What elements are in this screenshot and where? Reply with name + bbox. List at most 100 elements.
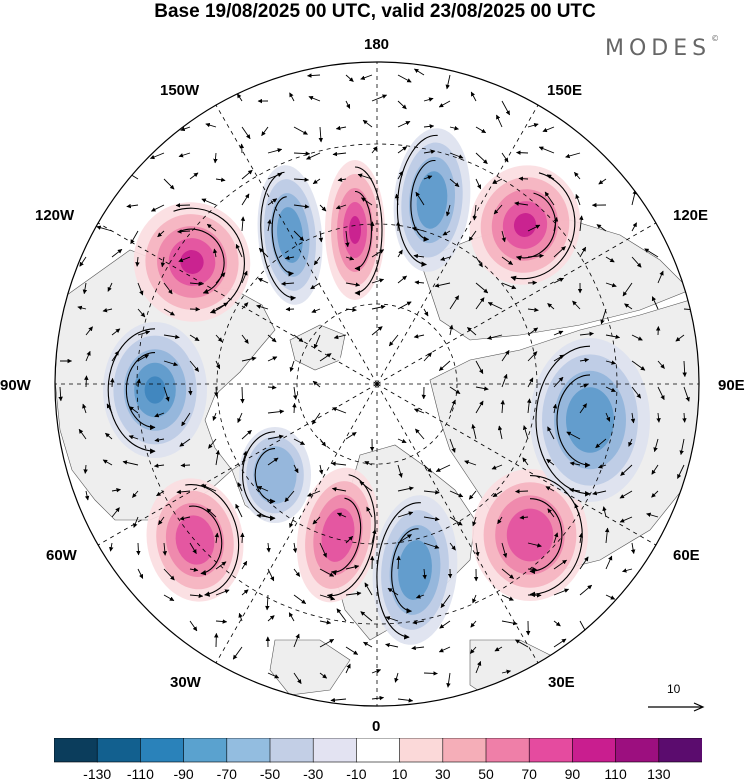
wind-vector: [122, 460, 139, 466]
wind-vector: [284, 255, 295, 261]
wind-vector: [501, 230, 506, 243]
wind-vector: [449, 438, 456, 453]
wind-vector: [212, 412, 217, 421]
wind-vector: [682, 360, 687, 378]
wind-vector: [553, 216, 559, 232]
wind-vector: [189, 360, 200, 372]
wind-vector: [677, 464, 685, 479]
wind-vector: [657, 360, 665, 369]
wind-vector: [267, 198, 278, 206]
wind-vector: [189, 334, 200, 342]
wind-vector: [413, 253, 425, 259]
colorbar-swatch: [615, 738, 660, 763]
wind-vector: [371, 278, 385, 284]
wind-vector: [319, 568, 335, 577]
wind-vector: [574, 503, 581, 518]
wind-vector: [267, 615, 275, 622]
wind-vector: [493, 204, 503, 215]
wind-vector: [630, 412, 636, 424]
wind-vector: [163, 308, 175, 316]
wind-vector: [154, 437, 165, 443]
wind-vector: [622, 282, 633, 297]
colorbar-swatch: [269, 738, 315, 763]
wind-vector: [267, 409, 285, 414]
wind-vector: [579, 556, 589, 570]
wind-vector: [111, 328, 121, 336]
wind-vector: [657, 386, 665, 401]
wind-vector: [157, 230, 165, 238]
wind-vector: [470, 620, 477, 628]
wind-vector: [605, 594, 616, 600]
wind-vector: [267, 148, 283, 154]
wind-vector: [397, 511, 414, 518]
wind-vector: [628, 438, 633, 447]
wind-vector: [574, 171, 581, 180]
wind-vector: [240, 386, 245, 404]
wind-vector: [526, 398, 532, 414]
wind-vector: [163, 568, 175, 581]
wind-vector: [267, 672, 280, 679]
wind-vector: [102, 307, 113, 313]
wind-vector: [522, 457, 529, 466]
wind-vector: [620, 464, 633, 476]
wind-vector: [651, 296, 659, 310]
wind-vector: [366, 506, 373, 518]
wind-vector: [312, 516, 321, 525]
wind-vector: [293, 204, 310, 209]
wind-vector: [624, 303, 633, 310]
wind-vector: [547, 426, 555, 440]
wind-vector: [397, 438, 407, 444]
wind-vector: [683, 386, 690, 402]
wind-vector: [579, 215, 584, 232]
wind-vector: [85, 350, 91, 362]
wind-vector: [656, 412, 661, 423]
wind-vector: [475, 178, 482, 190]
wind-vector: [527, 123, 539, 128]
wind-vector: [137, 568, 144, 579]
lon-label-150e: 150E: [547, 82, 583, 99]
wind-vector: [293, 151, 311, 156]
wind-vector: [514, 201, 529, 206]
wind-vector: [396, 555, 401, 570]
wind-vector: [423, 124, 435, 129]
wind-vector: [423, 97, 434, 102]
wind-vector: [212, 248, 218, 258]
wind-vector: [111, 507, 120, 518]
wind-vector: [605, 256, 615, 263]
wind-vector: [312, 380, 321, 388]
wind-vector: [371, 695, 385, 701]
wind-vector: [449, 516, 463, 526]
wind-vector: [569, 487, 581, 493]
wind-vector: [58, 386, 63, 402]
logo-text: MODES: [605, 36, 712, 61]
wind-vector: [345, 432, 357, 440]
wind-vector: [397, 486, 414, 492]
wind-vector: [602, 506, 607, 518]
wind-vector: [675, 334, 685, 342]
wind-vector: [422, 568, 427, 580]
negative-anomaly-center: [103, 322, 207, 458]
wind-vector: [136, 378, 141, 388]
wind-vector-layer: [58, 68, 695, 703]
wind-vector: [267, 356, 278, 362]
wind-vector: [241, 270, 248, 284]
wind-vector: [163, 282, 173, 295]
wind-vector: [267, 568, 275, 582]
wind-vector: [237, 482, 243, 492]
wind-vector: [178, 256, 191, 263]
wind-vector: [208, 438, 217, 449]
wind-vector: [631, 222, 637, 232]
wind-vector: [679, 438, 685, 456]
wind-vector: [501, 350, 510, 362]
wind-vector: [605, 386, 616, 393]
polar-map: [54, 61, 700, 707]
wind-vector: [345, 230, 350, 248]
wind-vector: [102, 459, 113, 466]
wind-vector: [289, 516, 295, 528]
wind-vector: [397, 120, 411, 128]
wind-vector: [240, 532, 245, 544]
wind-vector: [163, 334, 180, 340]
wind-vector: [293, 438, 305, 445]
wind-vector: [579, 383, 589, 388]
wind-vector: [284, 490, 295, 503]
